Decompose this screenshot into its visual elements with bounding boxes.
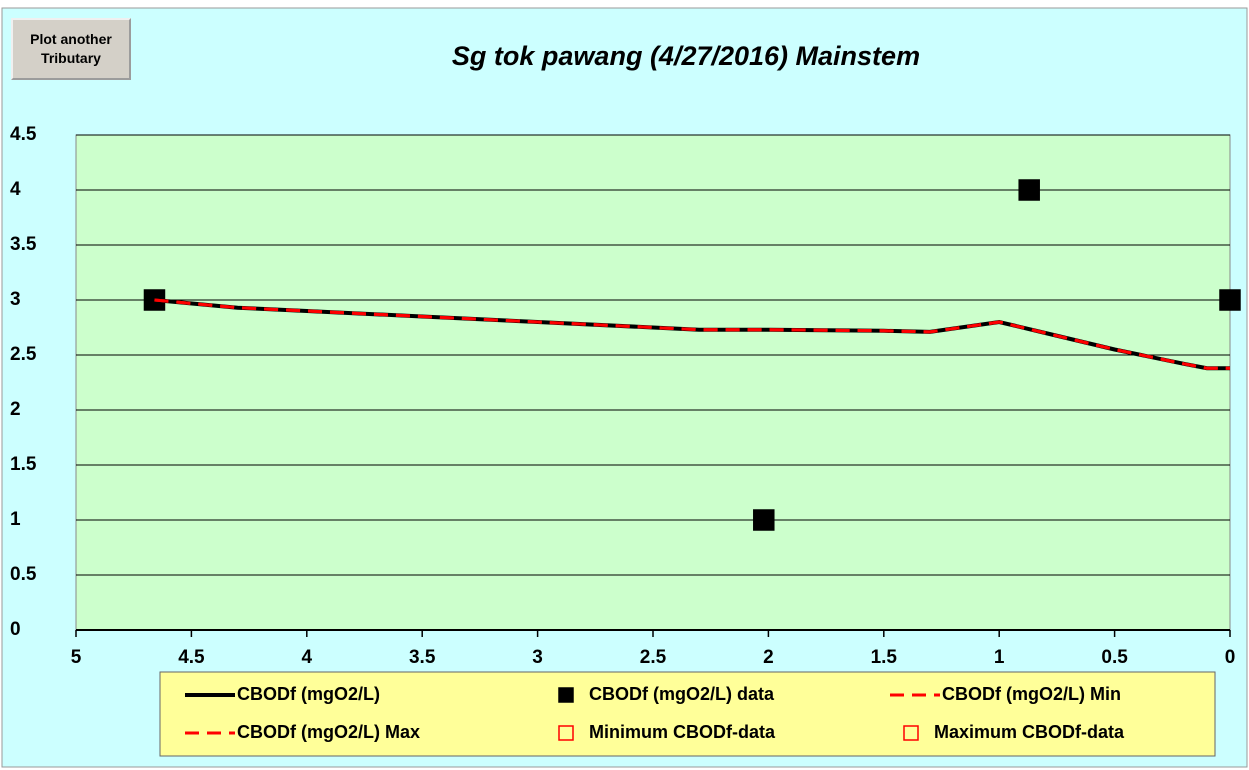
y-tick-label: 3 (10, 289, 21, 310)
chart-title: Sg tok pawang (4/27/2016) Mainstem (452, 41, 920, 71)
x-tick-label: 0.5 (1101, 647, 1128, 668)
y-tick-label: 0 (10, 619, 21, 640)
plot-area (75, 134, 1231, 631)
x-tick-label: 5 (71, 647, 82, 668)
button-label: Plot another (30, 31, 112, 47)
legend-label: CBODf (mgO2/L) data (589, 684, 775, 704)
y-tick-label: 1 (10, 509, 21, 530)
data-point (1018, 179, 1040, 201)
x-tick-label: 0 (1225, 647, 1236, 668)
y-tick-label: 1.5 (10, 454, 37, 475)
button-label: Tributary (41, 50, 101, 66)
legend-label: CBODf (mgO2/L) (237, 684, 380, 704)
legend-box (159, 671, 1216, 757)
legend-label: Maximum CBODf-data (934, 722, 1125, 742)
x-tick-label: 4.5 (178, 647, 205, 668)
data-point (1219, 289, 1241, 311)
x-tick-label: 2.5 (640, 647, 667, 668)
x-tick-label: 1 (994, 647, 1005, 668)
x-tick-label: 3.5 (409, 647, 436, 668)
y-tick-label: 3.5 (10, 234, 37, 255)
y-tick-label: 4.5 (10, 124, 37, 145)
legend-label: Minimum CBODf-data (589, 722, 776, 742)
data-point (753, 509, 775, 531)
y-tick-label: 0.5 (10, 564, 37, 585)
legend-marker (903, 725, 919, 741)
series-line (154, 298, 1230, 370)
y-tick-label: 2.5 (10, 344, 37, 365)
x-tick-label: 4 (302, 647, 313, 668)
legend-marker (558, 687, 574, 703)
plot-tributary-button[interactable]: Plot another Tributary (11, 18, 131, 80)
legend-label: CBODf (mgO2/L) Max (237, 722, 420, 742)
legend-marker (558, 725, 574, 741)
y-tick-label: 4 (10, 179, 21, 200)
y-tick-label: 2 (10, 399, 21, 420)
x-tick-label: 3 (532, 647, 543, 668)
x-tick-label: 2 (763, 647, 774, 668)
legend-label: CBODf (mgO2/L) Min (942, 684, 1121, 704)
x-tick-label: 1.5 (871, 647, 898, 668)
